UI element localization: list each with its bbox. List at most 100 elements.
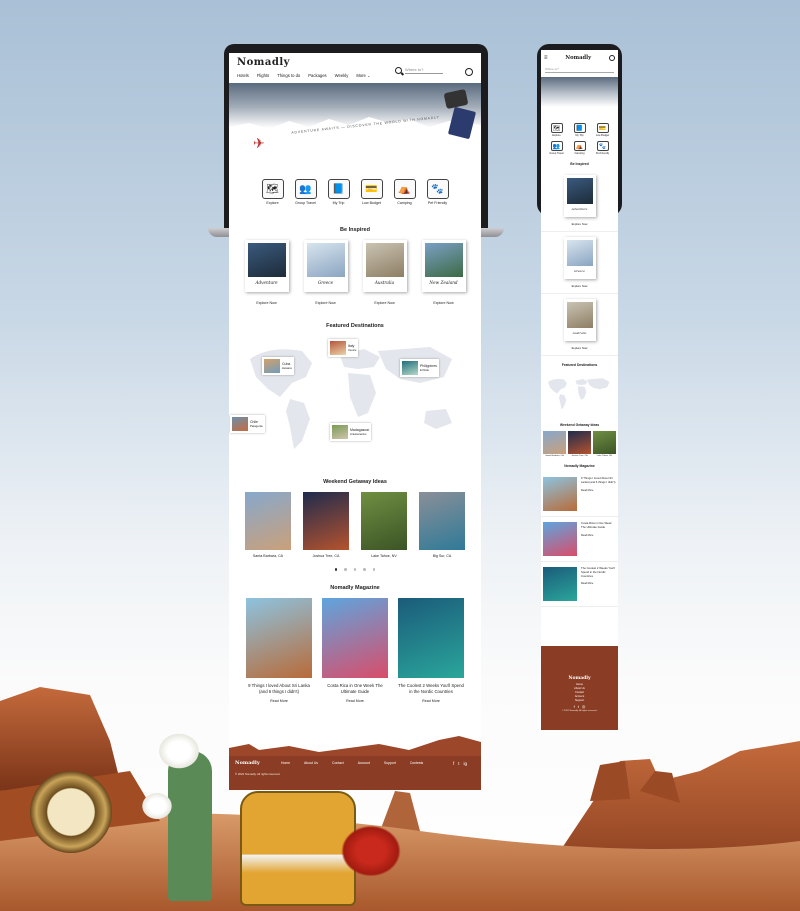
facebook-icon[interactable]: f (573, 704, 575, 709)
mobile-category-item[interactable]: 📘 My Trip (571, 123, 588, 137)
carousel-dot[interactable] (344, 568, 347, 571)
mobile-inspired-card[interactable]: Adventure Explore Now (541, 170, 618, 232)
category-item[interactable]: 🗺 Explore (261, 179, 285, 205)
explore-now-link[interactable]: Explore Now (433, 301, 454, 305)
destination-pin[interactable]: Philippines El Nido (400, 359, 439, 377)
article-card[interactable]: The Coolest 2 Weeks You'll Spend in the … (398, 597, 464, 703)
read-more-link[interactable]: Read More (270, 698, 288, 703)
nav-more[interactable]: More ⌄ (356, 73, 370, 78)
getaway-card[interactable]: Santa Barbara, CA (245, 492, 291, 558)
mobile-category-item[interactable]: ⛺ Camping (571, 141, 588, 155)
twitter-icon[interactable]: t (577, 704, 579, 709)
user-account-icon[interactable] (465, 68, 473, 76)
category-item[interactable]: 🐾 Pet Friendly (426, 179, 450, 205)
explore-now-link[interactable]: Explore Now (315, 301, 336, 305)
footer-logo[interactable]: Nomadly (235, 760, 260, 766)
mobile-category-item[interactable]: 💳 Low Budget (594, 123, 611, 137)
footer-link[interactable]: Support (574, 699, 585, 702)
mobile-weekend-cards: Santa Barbara, CA Joshua Tree, CA Lake Tah… (541, 431, 618, 457)
nav-things-to-do[interactable]: Things to do (277, 73, 301, 78)
destination-pin[interactable]: Madagascar Antananarivo (330, 423, 372, 441)
explore-now-link[interactable]: Explore Now (571, 222, 588, 226)
mobile-search-input[interactable]: Where to? (545, 67, 614, 73)
getaway-caption: Lake Tahoe, NV (371, 554, 397, 558)
mobile-getaway-card[interactable]: Santa Barbara, CA (543, 431, 566, 457)
nav-weekly[interactable]: Weekly (334, 73, 349, 78)
read-more-link[interactable]: Read More (581, 533, 594, 537)
footer-link[interactable]: Home (281, 761, 291, 765)
mobile-category-item[interactable]: 🐾 Pet Friendly (594, 141, 611, 155)
destination-pin[interactable]: Italy Venice (328, 339, 359, 357)
footer-link[interactable]: Account (357, 761, 370, 765)
article-card[interactable]: Costa Rica in One Week The Ultimate Guid… (322, 597, 388, 703)
footer-link[interactable]: Contact (575, 691, 584, 694)
mobile-inspired-card[interactable]: Greece Explore Now (541, 232, 618, 294)
explore-now-link[interactable]: Explore Now (374, 301, 395, 305)
mobile-inspired-card[interactable]: Australia Explore Now (541, 294, 618, 356)
user-account-icon[interactable] (609, 54, 615, 61)
read-more-link[interactable]: Read More (581, 582, 594, 586)
destination-pin[interactable]: Cuba Havana (262, 357, 294, 375)
inspired-card[interactable]: Adventure Explore Now (244, 240, 289, 305)
mobile-article-card[interactable]: 9 Things I loved About Sri Lanka (and 6 … (541, 472, 618, 517)
explore-now-link[interactable]: Explore Now (571, 346, 588, 350)
inspired-card[interactable]: New Zealand Explore Now (421, 240, 466, 305)
footer-link[interactable]: Contests (409, 761, 424, 765)
inspired-card[interactable]: Greece Explore Now (303, 240, 348, 305)
category-item[interactable]: ⛺ Camping (393, 179, 417, 205)
site-logo[interactable]: Nomadly (237, 57, 290, 68)
category-item[interactable]: 💳 Low Budget (360, 179, 384, 205)
mobile-getaway-card[interactable]: Lake Tahoe, NV (593, 431, 616, 457)
mobile-category-item[interactable]: 👥 Group Travel (548, 141, 565, 155)
mobile-footer-links: Home About Us Contact Account Support (541, 683, 618, 702)
mobile-footer-logo[interactable]: Nomadly (568, 676, 591, 681)
nav-hotels[interactable]: Hotels (237, 73, 249, 78)
category-item[interactable]: 👥 Group Travel (294, 179, 318, 205)
search-input[interactable]: Where to? (405, 67, 443, 74)
mobile-category-item[interactable]: 🗺 Explore (548, 123, 565, 137)
getaway-photo (593, 431, 616, 454)
mobile-logo[interactable]: Nomadly (565, 54, 592, 61)
getaway-card[interactable]: Big Sur, CA (419, 492, 465, 558)
nav-packages[interactable]: Packages (308, 73, 327, 78)
menu-icon[interactable]: ≡ (544, 54, 548, 61)
category-item[interactable]: 📘 My Trip (327, 179, 351, 205)
carousel-dot[interactable] (334, 568, 338, 571)
mobile-footer: Nomadly Home About Us Contact Account Su… (541, 646, 618, 730)
footer-link[interactable]: Home (576, 683, 583, 686)
read-more-link[interactable]: Read More (422, 698, 440, 703)
twitter-icon[interactable]: t (458, 761, 460, 766)
mobile-article-card[interactable]: The Coolest 2 Weeks You'll Spend in the … (541, 562, 618, 607)
destination-label: Italy Venice (348, 344, 356, 352)
mobile-article-card[interactable]: Costa Rica in One Week The Ultimate Guid… (541, 517, 618, 562)
getaway-card[interactable]: Lake Tahoe, NV (361, 492, 407, 558)
instagram-icon[interactable]: ig (463, 761, 467, 766)
explore-now-link[interactable]: Explore Now (571, 284, 588, 288)
destination-name: Italy (348, 344, 355, 348)
mobile-inspired-cards: Adventure Explore Now Greece Explore Now Aus… (541, 170, 618, 356)
instagram-icon[interactable]: ◎ (581, 704, 586, 709)
footer-link[interactable]: Contact (332, 761, 344, 765)
read-more-link[interactable]: Read More (346, 698, 364, 703)
read-more-link[interactable]: Read More (581, 488, 594, 492)
footer-link[interactable]: Account (574, 695, 585, 698)
footer-link[interactable]: About Us (574, 687, 585, 690)
article-card[interactable]: 9 Things I loved About Sri Lanka (and 6 … (246, 597, 312, 703)
mobile-getaway-card[interactable]: Joshua Tree, CA (568, 431, 591, 457)
carousel-dots[interactable] (229, 568, 481, 571)
destination-pin[interactable]: Chile Patagonia (230, 415, 265, 433)
search-bar[interactable]: Where to? (395, 67, 443, 74)
footer-link[interactable]: About Us (304, 761, 318, 765)
mobile-category-label: Low Budget (595, 134, 610, 137)
carousel-dot[interactable] (372, 568, 376, 571)
getaway-card[interactable]: Joshua Tree, CA (303, 492, 349, 558)
footer-link[interactable]: Support (383, 761, 396, 765)
category-icon: 💳 (596, 123, 609, 133)
explore-now-link[interactable]: Explore Now (256, 301, 277, 305)
carousel-dot[interactable] (363, 568, 366, 571)
facebook-icon[interactable]: f (452, 761, 455, 766)
inspired-card[interactable]: Australia Explore Now (362, 240, 407, 305)
getaway-photo (361, 492, 407, 550)
carousel-dot[interactable] (353, 568, 357, 571)
nav-flights[interactable]: Flights (256, 73, 270, 78)
